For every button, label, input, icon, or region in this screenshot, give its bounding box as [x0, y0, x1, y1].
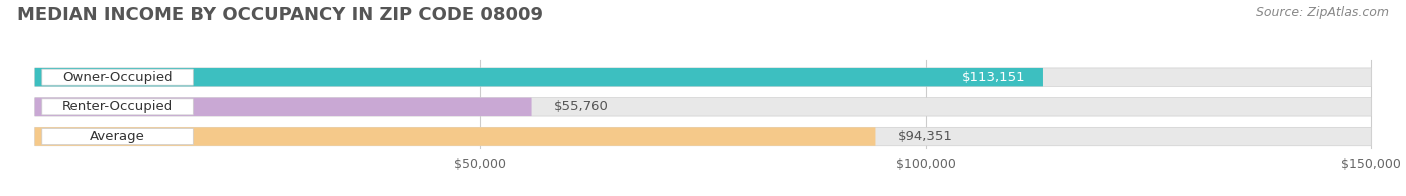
FancyBboxPatch shape: [42, 69, 193, 85]
FancyBboxPatch shape: [35, 98, 1371, 116]
Text: MEDIAN INCOME BY OCCUPANCY IN ZIP CODE 08009: MEDIAN INCOME BY OCCUPANCY IN ZIP CODE 0…: [17, 6, 543, 24]
FancyBboxPatch shape: [35, 127, 1371, 146]
FancyBboxPatch shape: [42, 99, 193, 115]
Text: Renter-Occupied: Renter-Occupied: [62, 100, 173, 113]
FancyBboxPatch shape: [35, 98, 531, 116]
FancyBboxPatch shape: [35, 68, 1043, 86]
Text: Owner-Occupied: Owner-Occupied: [62, 71, 173, 84]
Text: $113,151: $113,151: [962, 71, 1025, 84]
FancyBboxPatch shape: [35, 68, 1371, 86]
Text: $94,351: $94,351: [897, 130, 953, 143]
FancyBboxPatch shape: [42, 129, 193, 145]
Text: $55,760: $55,760: [554, 100, 609, 113]
FancyBboxPatch shape: [35, 127, 876, 146]
Text: Average: Average: [90, 130, 145, 143]
Text: Source: ZipAtlas.com: Source: ZipAtlas.com: [1256, 6, 1389, 19]
